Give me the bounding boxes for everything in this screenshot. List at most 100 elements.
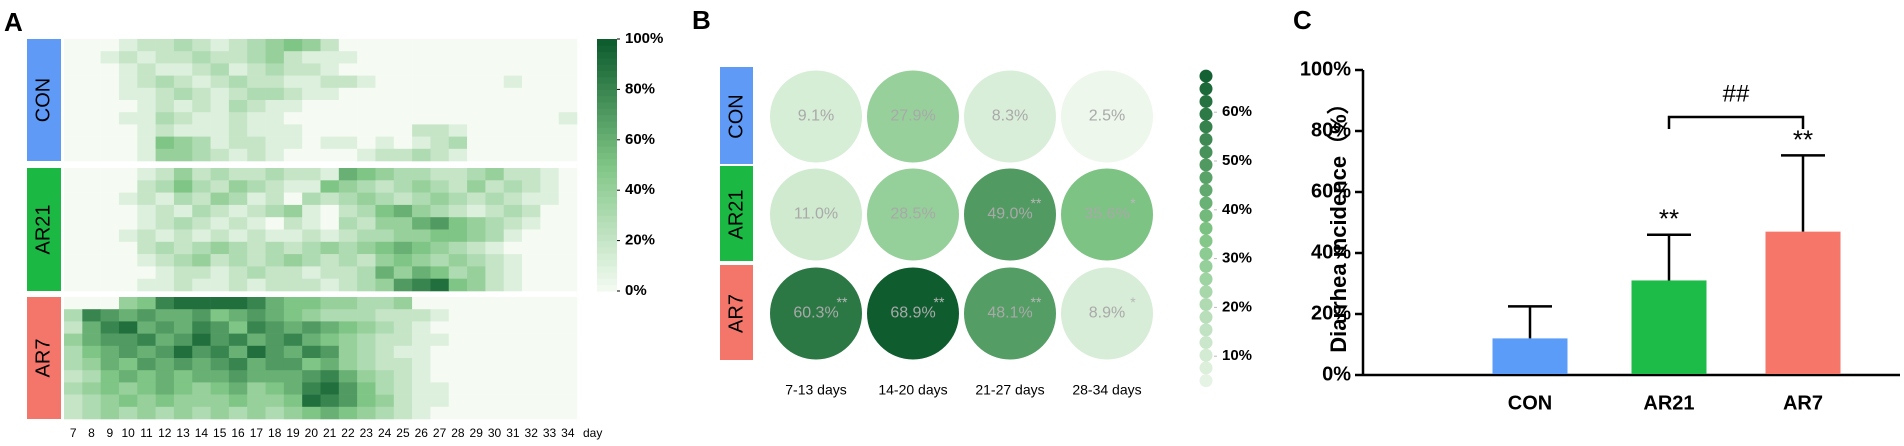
heat-cell: [302, 358, 321, 371]
heat-cell: [82, 333, 101, 347]
heat-cell: [247, 333, 266, 347]
heat-cell: [430, 266, 450, 279]
heat-cell: [393, 229, 413, 243]
legend-dot: [1199, 259, 1213, 273]
group-label: AR21: [32, 204, 54, 254]
colorbar-step: [597, 171, 617, 179]
group-bar: [27, 39, 61, 161]
heat-cell: [357, 394, 376, 408]
x-tick-label: 34: [561, 426, 575, 440]
heat-cell: [173, 39, 193, 52]
heat-cell: [82, 345, 101, 359]
heat-cell: [210, 148, 230, 162]
heat-cell: [320, 406, 340, 420]
heat-cell: [467, 278, 486, 292]
heat-cell: [540, 345, 559, 359]
colorbar-label: 100%: [625, 30, 663, 47]
legend-dot: [1199, 348, 1213, 362]
heat-cell: [393, 39, 413, 52]
heat-cell: [173, 75, 193, 89]
heat-cell: [228, 382, 248, 395]
heat-cell: [192, 229, 211, 243]
heat-cell: [412, 394, 431, 408]
heat-cell: [82, 278, 101, 292]
heat-cell: [302, 75, 321, 89]
heat-cell: [375, 39, 395, 52]
colorbar-step: [597, 70, 617, 78]
heat-cell: [522, 180, 541, 193]
heat-cell: [302, 51, 321, 64]
legend-dot: [1199, 310, 1213, 324]
heat-cell: [393, 309, 413, 322]
heat-cell: [558, 168, 578, 181]
group-bar: [720, 265, 753, 360]
heat-cell: [155, 180, 175, 193]
x-tick-label: 12: [158, 426, 172, 440]
heat-cell: [302, 309, 321, 322]
heat-cell: [393, 136, 413, 150]
heat-cell: [503, 148, 523, 162]
heat-cell: [82, 100, 101, 113]
heat-cell: [137, 254, 156, 267]
heat-cell: [118, 345, 138, 359]
heat-cell: [100, 370, 120, 383]
heat-cell: [173, 136, 193, 150]
heat-cell: [357, 87, 376, 101]
heat-cell: [467, 345, 486, 359]
heat-cell: [283, 382, 303, 395]
heat-cell: [210, 124, 230, 137]
heat-cell: [558, 51, 578, 64]
heat-cell: [338, 51, 358, 64]
heat-cell: [393, 112, 413, 125]
heat-cell: [192, 217, 211, 230]
heat-cell: [558, 309, 578, 322]
heat-cell: [485, 168, 505, 181]
heat-cell: [375, 229, 395, 243]
legend-label: 10%: [1222, 347, 1252, 364]
heat-cell: [155, 100, 175, 113]
heat-cell: [173, 321, 193, 334]
heat-cell: [430, 406, 450, 420]
heat-cell: [247, 192, 266, 206]
heat-cell: [155, 148, 175, 162]
heat-cell: [320, 100, 340, 113]
heat-cell: [302, 254, 321, 267]
heat-cell: [137, 297, 156, 310]
heat-cell: [118, 136, 138, 150]
heat-cell: [393, 100, 413, 113]
heat-cell: [503, 406, 523, 420]
heat-cell: [265, 75, 285, 89]
heat-cell: [283, 297, 303, 310]
legend-label: 20%: [1222, 298, 1252, 315]
heat-cell: [283, 136, 303, 150]
heat-cell: [228, 192, 248, 206]
heat-cell: [192, 394, 211, 408]
heat-cell: [357, 63, 376, 76]
heat-cell: [283, 321, 303, 334]
heat-cell: [485, 51, 505, 64]
heat-cell: [338, 124, 358, 137]
heat-cell: [357, 192, 376, 206]
heat-cell: [357, 345, 376, 359]
heat-cell: [118, 241, 138, 255]
heat-cell: [210, 87, 230, 101]
heat-cell: [247, 136, 266, 150]
heat-cell: [100, 217, 120, 230]
heat-cell: [357, 333, 376, 347]
heat-cell: [155, 370, 175, 383]
heat-cell: [522, 358, 541, 371]
heat-cell: [485, 266, 505, 279]
heat-cell: [64, 406, 83, 420]
colorbar-label: 0%: [625, 282, 647, 299]
heat-cell: [100, 100, 120, 113]
heat-cell: [210, 333, 230, 347]
heat-cell: [283, 168, 303, 181]
heat-cell: [375, 124, 395, 137]
colorbar-step: [597, 253, 617, 260]
heat-cell: [82, 39, 101, 52]
heat-cell: [192, 112, 211, 125]
heat-cell: [228, 278, 248, 292]
heat-cell: [412, 321, 431, 334]
heat-cell: [375, 204, 395, 218]
heat-cell: [265, 204, 285, 218]
